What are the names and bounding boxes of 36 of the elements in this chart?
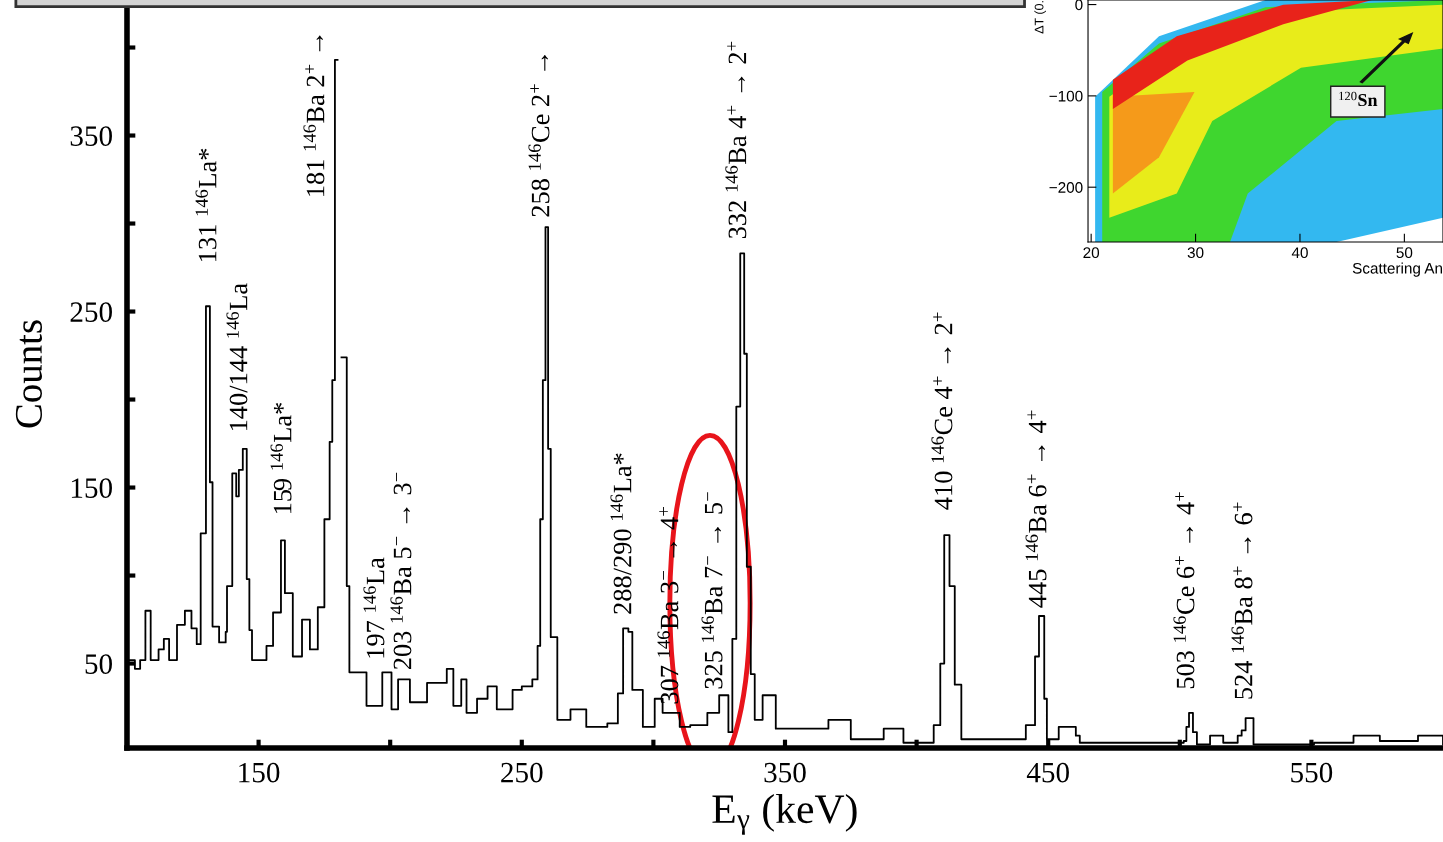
annotation: 332 $^{146}$Ba 4$^{+}$ → 2$^{+}$ [725, 41, 747, 239]
annotation: 181 $^{146}$Ba 2$^{+}$ → [303, 35, 325, 196]
annotation: 140/144 $^{146}$La [226, 283, 248, 431]
y-tick-label: 150 [71, 478, 112, 498]
annotation: 258 $^{146}$Ce 2$^{+}$ → [528, 55, 550, 217]
y-tick-label: 350 [70, 126, 112, 146]
annotation: 159 $^{146}$La* [270, 403, 292, 514]
y-tick-label: −200 [1049, 182, 1083, 193]
x-axis-title: E$_{γ}$ (keV) [712, 793, 857, 835]
annotation: 131 $^{146}$La* [195, 148, 217, 261]
x-tick-label: 450 [1026, 762, 1069, 783]
annotation: 325 $^{146}$Ba 7$^{−}$ → 5$^{−}$ [701, 492, 723, 689]
x-tick-label: 20 [1083, 247, 1100, 259]
y-axis-title: Counts [15, 320, 42, 428]
annotation: $^{120}$Sn [1339, 91, 1378, 107]
annotation: 445 $^{146}$Ba 6$^{+}$ → 4$^{+}$ [1025, 410, 1047, 608]
annotation: 410 $^{146}$Ce 4$^{+}$ → 2$^{+}$ [931, 312, 953, 510]
annotation: 524 $^{146}$Ba 8$^{+}$ → 6$^{+}$ [1231, 502, 1253, 699]
annotation: 307 $^{146}$Ba 3$^{−}$ → 4$^{+}$ [657, 507, 679, 704]
y-tick-label: 0 [1075, 0, 1083, 11]
y-axis-title: ΔT (0. [1034, 1, 1046, 34]
x-tick-label: 250 [501, 762, 543, 783]
x-tick-label: 40 [1291, 247, 1308, 259]
x-tick-label: 30 [1187, 247, 1204, 259]
y-tick-label: 50 [85, 654, 112, 674]
y-tick-label: −100 [1049, 90, 1083, 102]
y-tick-label: 250 [70, 302, 112, 322]
x-tick-label: 150 [239, 762, 280, 783]
annotation: 288/290 $^{146}$La* [610, 453, 632, 614]
annotation: 503 $^{146}$Ce 6$^{+}$ → 4$^{+}$ [1173, 492, 1195, 689]
x-tick-label: 350 [764, 762, 806, 783]
x-axis-title: Scattering An [1352, 262, 1443, 277]
annotation: 203 $^{146}$Ba 5$^{−}$ → 3$^{−}$ [390, 472, 412, 670]
x-tick-label: 550 [1291, 762, 1333, 783]
x-tick-label: 50 [1396, 247, 1413, 259]
annotation: 197 $^{146}$La [363, 557, 385, 658]
